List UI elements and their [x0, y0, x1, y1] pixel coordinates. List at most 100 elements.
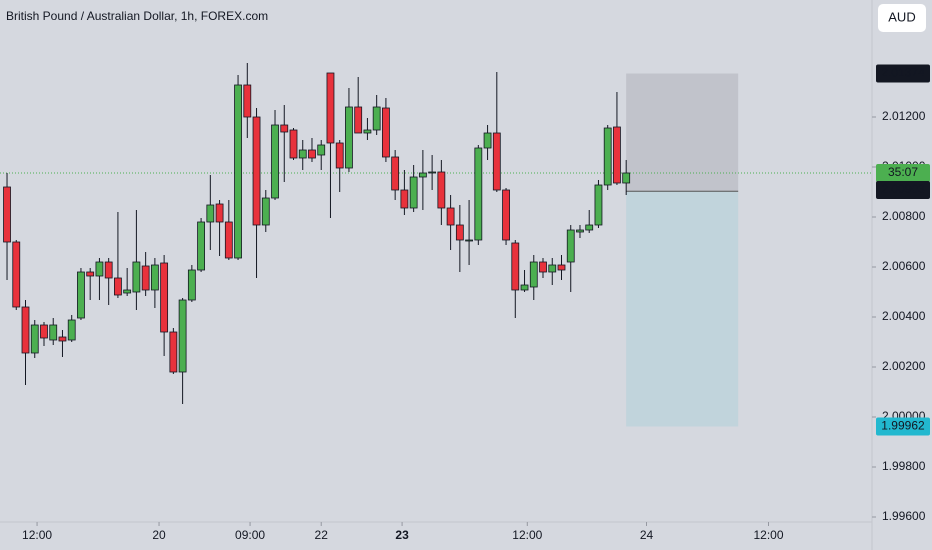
y-tick-label: 2.00400 — [882, 309, 926, 323]
currency-label[interactable]: AUD — [888, 9, 915, 24]
candle-body — [86, 271, 95, 277]
candle-body — [382, 107, 390, 158]
candle-body — [261, 197, 270, 226]
candle-body — [594, 184, 603, 226]
candle-body — [40, 324, 48, 339]
stop-zone — [626, 191, 739, 427]
x-tick-label: 09:00 — [235, 528, 265, 542]
candle-body — [465, 239, 473, 242]
candle-body — [529, 261, 538, 288]
candle-body — [418, 172, 427, 178]
x-tick-label: 22 — [315, 528, 329, 542]
candle-body — [95, 261, 104, 277]
candle-body — [298, 149, 307, 159]
candle-body — [317, 144, 326, 156]
candle-body — [409, 176, 418, 209]
candle-body — [557, 264, 566, 271]
candle-body — [243, 84, 252, 118]
currency-button[interactable] — [878, 4, 926, 32]
candle-body — [548, 264, 557, 273]
y-tick-label: 2.00800 — [882, 209, 926, 223]
candle-body — [141, 265, 150, 291]
entry-badge-label: 2.00903 — [881, 182, 925, 196]
candle-body — [372, 106, 381, 131]
candle-body — [483, 132, 492, 149]
target-zone — [626, 73, 739, 192]
candle-body — [252, 116, 261, 226]
candle-body — [123, 289, 132, 294]
candle-body — [224, 221, 233, 259]
candle-body — [3, 186, 11, 243]
candle-body — [622, 172, 631, 184]
candle-body — [492, 132, 501, 191]
y-tick-label: 1.99800 — [882, 459, 926, 473]
candle-body — [345, 106, 353, 169]
candle-body — [21, 306, 30, 354]
x-tick-label: 23 — [395, 528, 409, 542]
candle-body — [234, 84, 242, 259]
candle-body — [280, 124, 289, 133]
candle-body — [520, 284, 529, 291]
candle-body — [132, 261, 141, 293]
candle-body — [455, 224, 464, 241]
candle-body — [160, 262, 169, 333]
candle-body — [178, 299, 187, 373]
candle-body — [428, 171, 437, 174]
candle-body — [58, 336, 67, 342]
candle-body — [12, 241, 21, 308]
x-tick-label: 12:00 — [22, 528, 52, 542]
x-tick-label: 12:00 — [512, 528, 542, 542]
candle-body — [363, 129, 372, 134]
candle-body — [502, 189, 510, 241]
candle-body — [289, 129, 298, 159]
candle-body — [169, 331, 178, 373]
x-tick-label: 24 — [640, 528, 654, 542]
candle-body — [437, 171, 446, 209]
y-tick-label: 1.99600 — [882, 509, 926, 523]
candle-body — [197, 221, 205, 271]
countdown-badge-label: 35:07 — [888, 165, 918, 179]
candle-body — [539, 261, 547, 273]
candle-body — [150, 264, 159, 291]
target-badge-label: 2.01374 — [881, 66, 925, 80]
candle-body — [271, 124, 279, 199]
target-badge — [876, 64, 930, 83]
candle-body — [511, 242, 520, 291]
candle-body — [613, 126, 621, 184]
candle-body — [67, 319, 76, 341]
stop-badge-label: 1.99962 — [881, 419, 925, 433]
plot — [0, 63, 872, 427]
candle-body — [30, 324, 39, 354]
candle-body — [206, 204, 215, 223]
y-tick-label: 2.00600 — [882, 259, 926, 273]
candle-body — [400, 189, 409, 209]
x-tick-label: 12:00 — [753, 528, 783, 542]
candle-body — [326, 72, 335, 144]
countdown-badge — [876, 164, 930, 182]
candle-body — [585, 224, 594, 231]
candle-body — [391, 156, 400, 191]
candle-body — [187, 269, 196, 301]
candle-body — [576, 229, 584, 233]
candle-body — [474, 147, 483, 241]
candle-body — [354, 106, 363, 134]
axes: 1.996001.998002.000002.002002.004002.006… — [22, 64, 930, 542]
entry-badge — [876, 181, 930, 199]
candle-body — [603, 127, 612, 186]
candle-body — [215, 203, 224, 223]
candle-body — [308, 149, 316, 159]
candle-body — [335, 142, 344, 169]
x-tick-label: 20 — [152, 528, 166, 542]
candle-body — [114, 277, 122, 296]
candle-body — [104, 261, 113, 279]
candle-body — [49, 324, 58, 341]
y-tick-label: 2.01200 — [882, 109, 926, 123]
stop-badge — [876, 417, 930, 436]
candle-body — [446, 207, 455, 226]
candle-body — [566, 229, 575, 263]
y-tick-label: 2.00200 — [882, 359, 926, 373]
chart-title: British Pound / Australian Dollar, 1h, F… — [6, 9, 268, 23]
candle-body — [77, 271, 85, 319]
